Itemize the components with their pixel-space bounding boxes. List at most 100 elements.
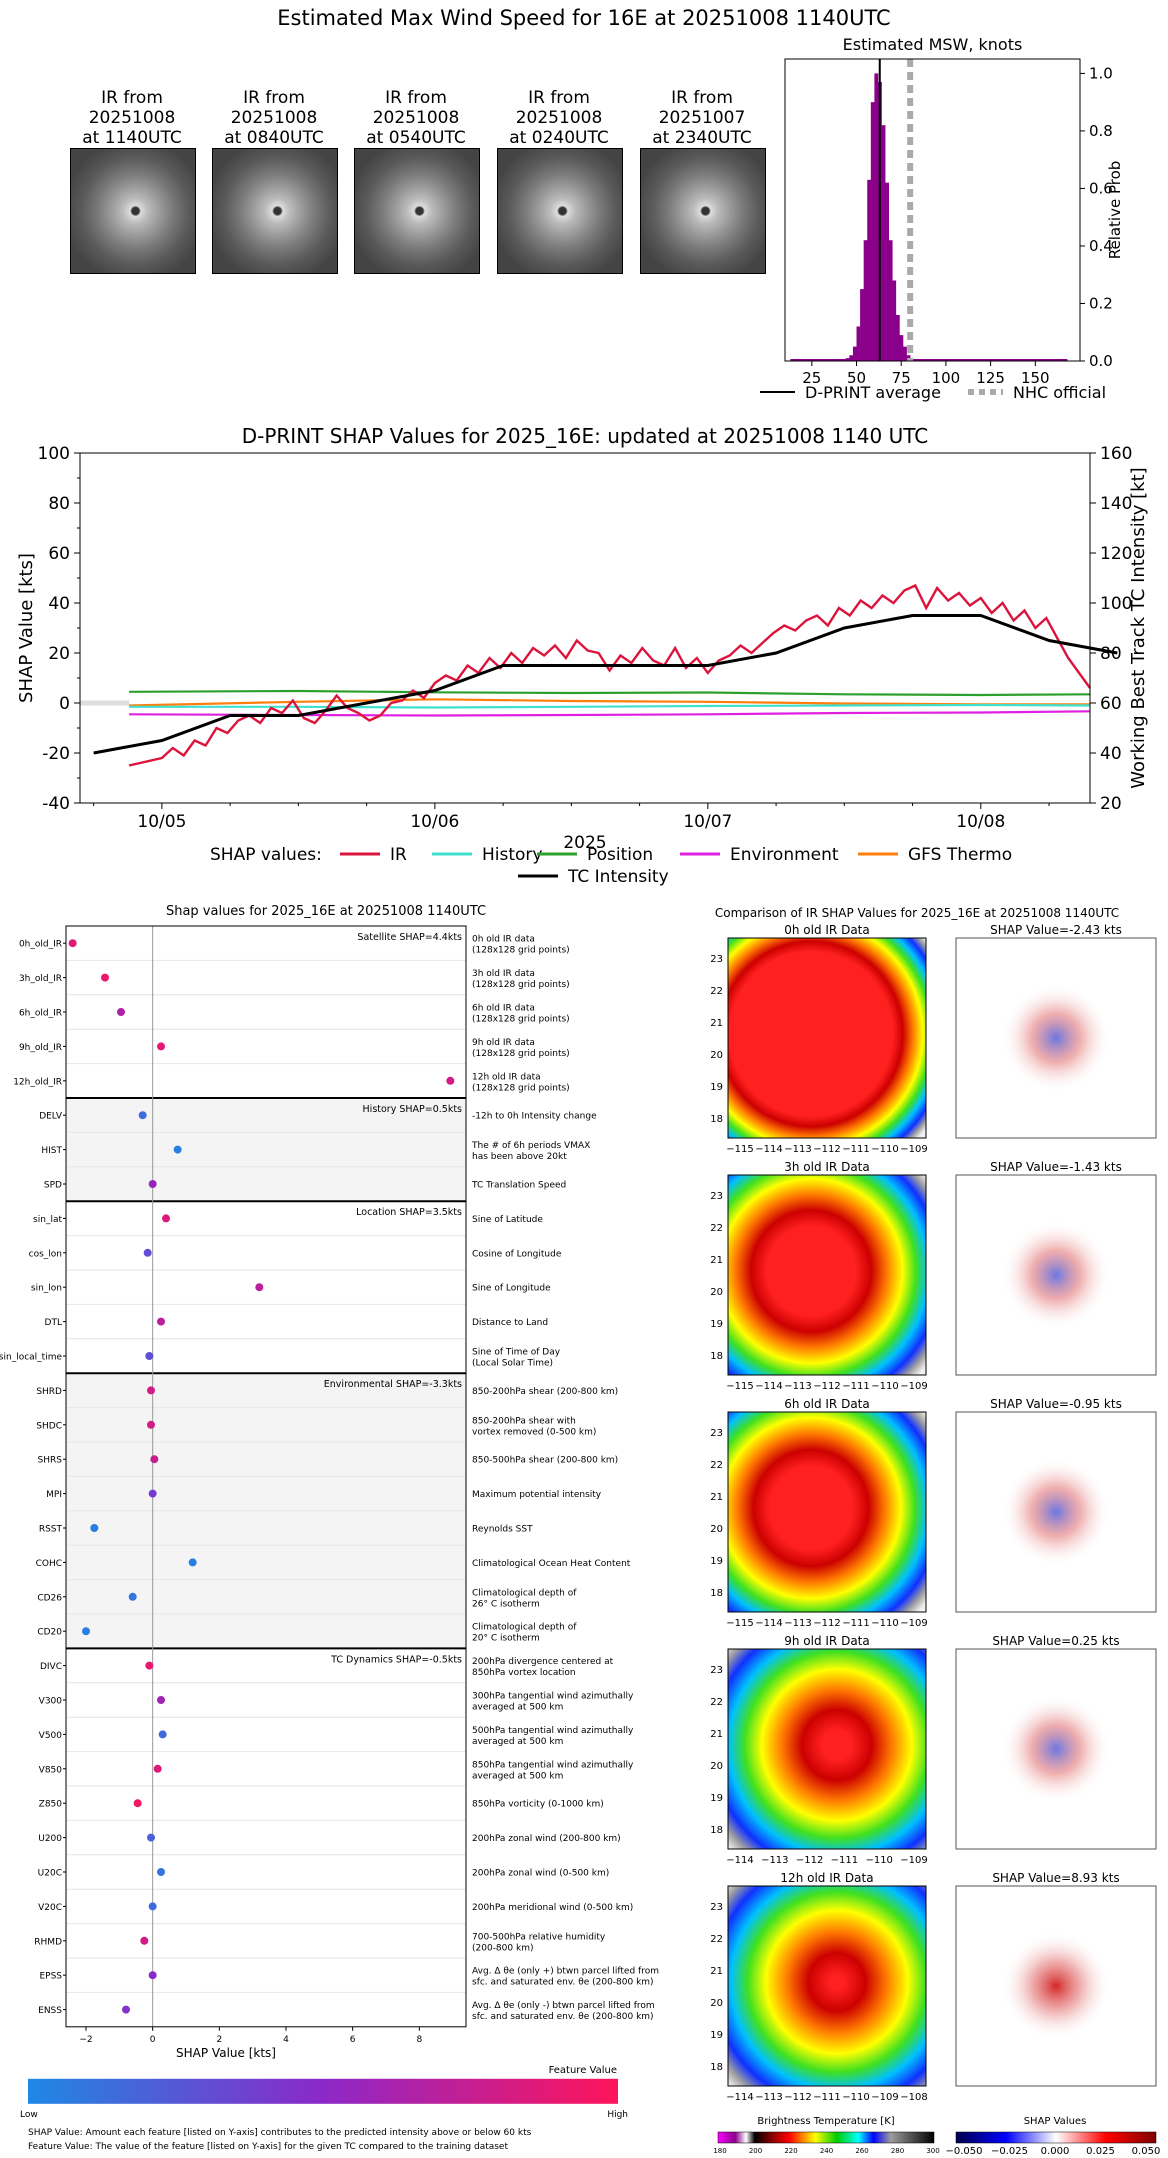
feat-desc-label: 700-500hPa relative humidity: [472, 1932, 606, 1942]
ts-series-ir: [128, 583, 1091, 767]
feat-colorbar: [28, 2078, 618, 2104]
hist-bar: [885, 182, 889, 361]
feat-name-label: SPD: [44, 1181, 62, 1191]
cmp-ir-xtick-label: −110: [871, 1381, 898, 1392]
feat-desc-label: The # of 6h periods VMAX: [471, 1141, 590, 1151]
ts-legend-label: GFS Thermo: [908, 845, 1012, 865]
footnote-feature: Feature Value: The value of the feature …: [28, 2142, 508, 2152]
feat-desc-label: (128x128 grid points): [472, 1049, 570, 1059]
feat-shap-point: [157, 1868, 165, 1876]
legend-nhc-label: NHC official: [1013, 383, 1106, 402]
cmp-ir-ytick-label: 22: [710, 1460, 723, 1471]
feat-xtick-label: 6: [350, 2035, 356, 2045]
feat-shap-point: [82, 1627, 90, 1636]
feat-desc-label: 26° C isotherm: [472, 1599, 540, 1609]
cmp-ir-image: [727, 937, 927, 1139]
cmp-ir-xtick-label: −112: [796, 1855, 823, 1866]
cmp-ir-ytick-label: 18: [710, 1114, 723, 1125]
ts-series-position: [129, 689, 1091, 697]
feat-name-label: HIST: [41, 1146, 62, 1156]
cmp-ir-ytick-label: 18: [710, 1351, 723, 1362]
ir-thumb-label-line: IR from: [243, 88, 305, 108]
feat-desc-label: Reynolds SST: [472, 1525, 533, 1535]
cmp-ir-xtick-label: −109: [900, 1855, 927, 1866]
cmp-ir-ytick-label: 20: [710, 1287, 723, 1298]
cmp-ir-xtick-label: −114: [755, 1381, 782, 1392]
feat-name-label: SHRD: [36, 1387, 62, 1397]
cmp-shap-image: [957, 1887, 1155, 2085]
feat-shap-point: [255, 1283, 264, 1292]
feat-desc-label: Climatological depth of: [472, 1588, 577, 1598]
feat-shap-point: [117, 1008, 125, 1016]
feat-name-label: sin_lon: [31, 1284, 62, 1294]
cmp-ir-xtick-label: −112: [784, 2092, 811, 2103]
ts-xtick-label: 10/08: [956, 812, 1005, 832]
feat-shap-point: [162, 1214, 170, 1223]
feat-name-label: ENSS: [38, 2006, 62, 2016]
feat-name-label: 12h_old_IR: [13, 1077, 62, 1087]
cmp-ir-ytick-label: 19: [710, 2030, 723, 2041]
ir-thumb-label-line: IR from: [528, 88, 590, 108]
bt-colorbar-tick: 180: [713, 2147, 726, 2155]
feat-group-label: History SHAP=0.5kts: [363, 1104, 463, 1115]
cmp-ir-ytick-label: 22: [710, 1934, 723, 1945]
feat-desc-label: 850hPa tangential wind azimuthally: [472, 1760, 634, 1770]
ts-xlabel: 2025: [563, 833, 606, 853]
cmp-ir-ytick-label: 23: [710, 1902, 723, 1913]
bt-colorbar-title: Brightness Temperature [K]: [757, 2116, 894, 2127]
cmp-ir-ytick-label: 22: [710, 1223, 723, 1234]
ts-legend-label: Position: [587, 845, 653, 865]
shap-colorbar-tick: −0.050: [945, 2146, 982, 2157]
cmp-ir-ytick-label: 23: [710, 1665, 723, 1676]
feat-desc-label: vortex removed (0-500 km): [472, 1427, 596, 1437]
hist-bar: [895, 314, 900, 361]
feat-shap-point: [153, 1764, 162, 1773]
feat-name-label: Z850: [39, 1800, 63, 1810]
hist-bar: [849, 355, 854, 361]
feat-desc-label: Avg. Δ θe (only +) btwn parcel lifted fr…: [472, 1967, 659, 1977]
feat-name-label: EPSS: [39, 1972, 62, 1982]
feat-desc-label: Avg. Δ θe (only -) btwn parcel lifted fr…: [472, 2001, 655, 2011]
cmp-ir-title: 12h old IR Data: [780, 1871, 873, 1885]
cmp-ir-xtick-label: −110: [842, 2092, 869, 2103]
feat-desc-label: 20° C isotherm: [472, 1634, 540, 1644]
bt-colorbar-tick: 240: [820, 2147, 833, 2155]
feat-desc-label: (200-800 km): [472, 1943, 533, 1953]
hist-ylabel: Relative Prob: [1106, 161, 1124, 260]
hist-frame: [784, 58, 1081, 362]
cmp-title: Comparison of IR SHAP Values for 2025_16…: [715, 906, 1119, 920]
bt-colorbar: [717, 2131, 935, 2144]
shap-timeseries-chart: D-PRINT SHAP Values for 2025_16E: update…: [16, 424, 1149, 887]
feat-name-label: RHMD: [34, 1937, 62, 1947]
feat-desc-label: Sine of Latitude: [472, 1215, 543, 1225]
ir-shap-comparison: Comparison of IR SHAP Values for 2025_16…: [710, 906, 1160, 2157]
hist-title: Estimated MSW, knots: [843, 35, 1023, 54]
feat-desc-label: Sine of Time of Day: [472, 1348, 561, 1358]
bt-colorbar-tick: 260: [855, 2147, 868, 2155]
shap-colorbar-title: SHAP Values: [1024, 2116, 1087, 2127]
feat-name-label: CD26: [37, 1593, 62, 1603]
cmp-shap-title: SHAP Value=8.93 kts: [992, 1871, 1119, 1885]
ts-ytick-label: -40: [42, 794, 70, 814]
feat-desc-label: 12h old IR data: [472, 1072, 541, 1082]
feat-name-label: RSST: [39, 1525, 63, 1535]
cmp-ir-xtick-label: −110: [871, 1618, 898, 1629]
feat-name-label: DIVC: [40, 1662, 62, 1672]
ts-legend-label-intensity: TC Intensity: [567, 867, 669, 887]
feat-shap-point: [446, 1076, 455, 1085]
cmp-ir-xtick-label: −115: [726, 1381, 753, 1392]
cmp-ir-xtick-label: −113: [784, 1381, 811, 1392]
cmp-ir-image: [727, 1885, 927, 2087]
ts-ytick-label: -20: [42, 744, 70, 764]
ts-tc-intensity-line: [93, 614, 1118, 755]
feat-shap-point: [90, 1524, 99, 1532]
feat-name-label: COHC: [36, 1559, 62, 1569]
cmp-ir-xtick-label: −113: [784, 1144, 811, 1155]
feat-xlabel: SHAP Value [kts]: [176, 2046, 276, 2060]
feat-shap-point: [145, 1661, 154, 1670]
ts-y2tick-label: 60: [1100, 694, 1122, 714]
cmp-ir-xtick-label: −110: [865, 1855, 892, 1866]
hist-bar: [899, 335, 904, 361]
ts-y2tick-label: 80: [1100, 644, 1122, 664]
cmp-ir-xtick-label: −108: [900, 2092, 927, 2103]
